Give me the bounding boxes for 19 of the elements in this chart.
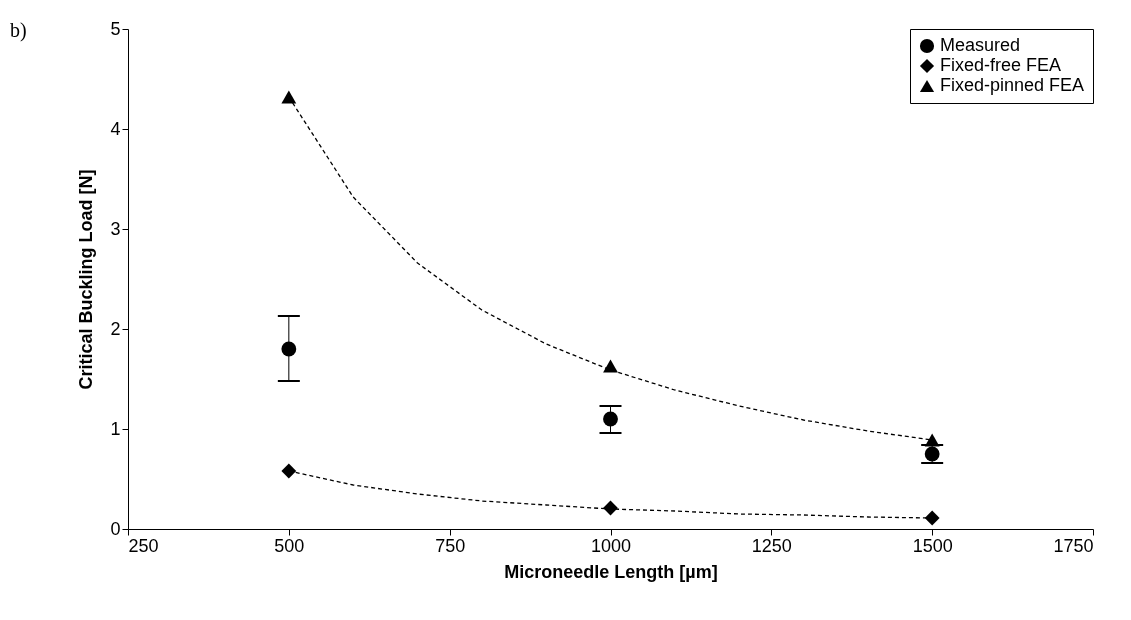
x-axis-title: Microneedle Length [µm] [504,561,718,582]
y-tick-label: 5 [110,18,121,39]
legend-label: Fixed-free FEA [940,55,1062,75]
x-tick-label: 250 [128,535,159,556]
y-axis-title: Critical Buckling Load [N] [76,169,97,390]
y-tick-label: 4 [110,118,121,139]
x-tick-label: 1750 [1053,535,1094,556]
y-tick-label: 1 [110,418,121,439]
x-tick-label: 1000 [590,535,632,556]
x-tick-label: 1250 [751,535,792,556]
x-tick-label: 500 [274,535,305,556]
x-tick-label: 1500 [912,535,953,556]
y-tick-label: 0 [110,518,121,539]
x-tick-label: 750 [435,535,466,556]
text: b) [10,19,27,42]
legend-label: Measured [940,35,1021,55]
legend-label: Fixed-pinned FEA [940,75,1085,95]
y-tick-label: 3 [110,218,121,239]
y-tick-label: 2 [110,318,121,339]
